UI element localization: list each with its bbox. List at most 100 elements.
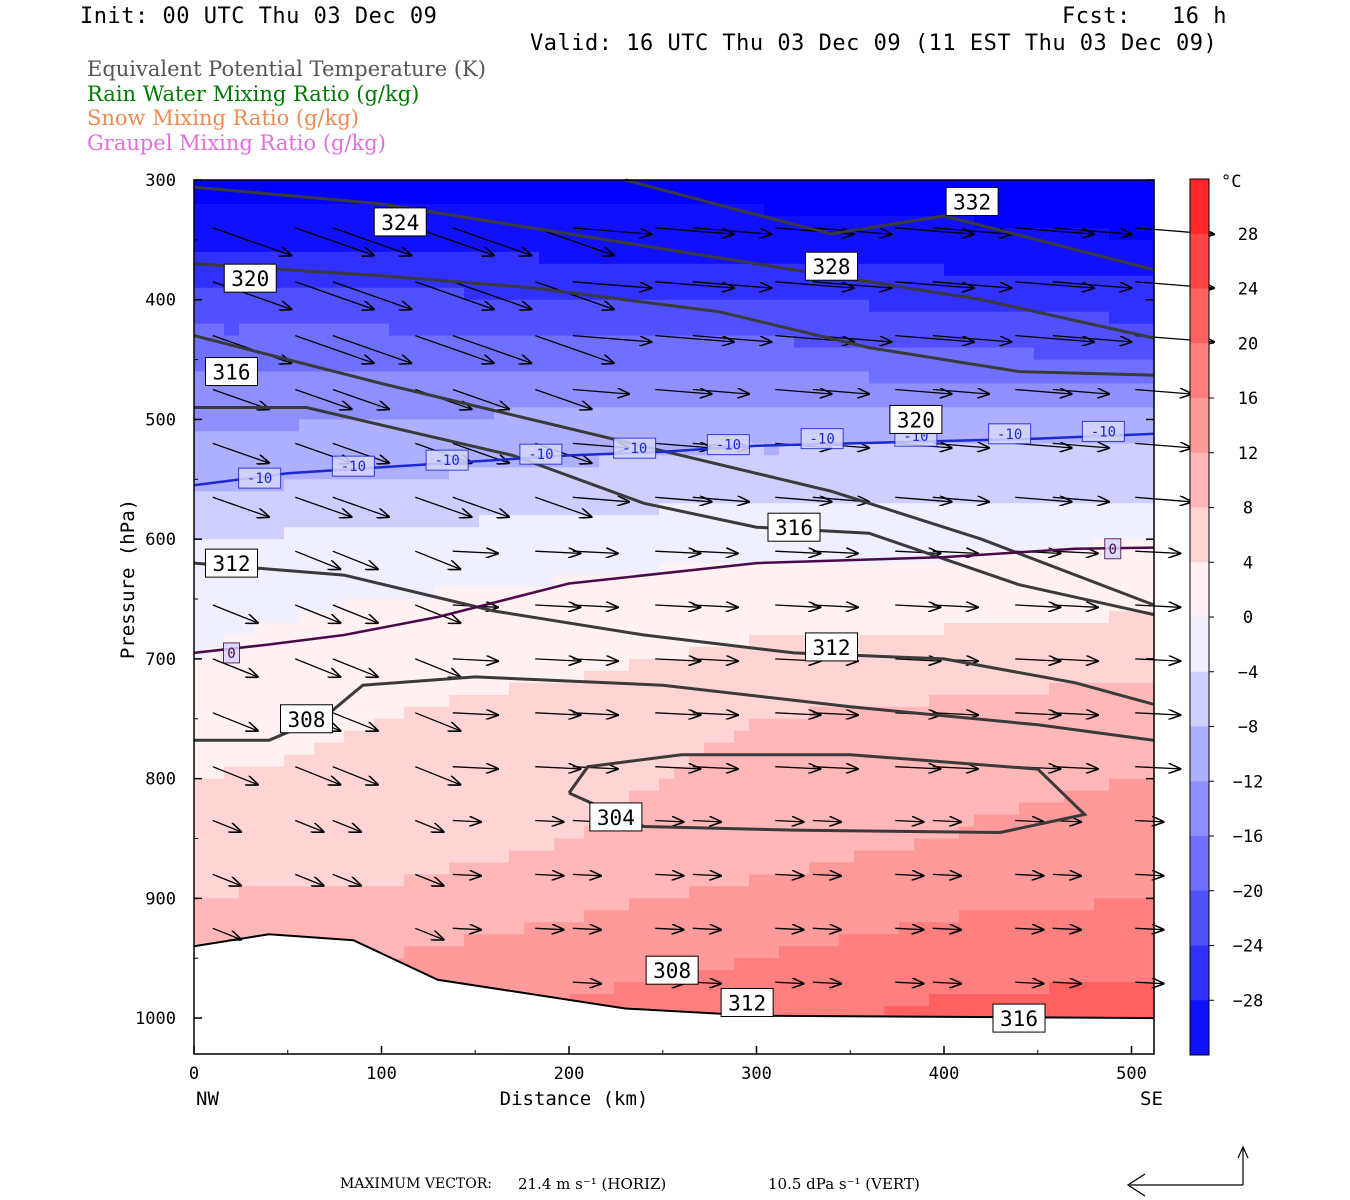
isotherm-label: -10 — [247, 471, 272, 487]
temperature-cell — [479, 611, 495, 624]
temperature-cell — [314, 383, 330, 397]
temperature-cell — [434, 527, 450, 540]
temperature-cell — [524, 467, 540, 480]
temperature-cell — [899, 191, 915, 205]
temperature-cell — [1139, 622, 1155, 636]
temperature-cell — [419, 802, 435, 816]
temperature-cell — [344, 180, 360, 193]
temperature-cell — [614, 323, 630, 337]
temperature-cell — [449, 551, 465, 564]
temperature-cell — [584, 359, 600, 373]
temperature-cell — [869, 982, 885, 995]
temperature-cell — [674, 287, 690, 301]
temperature-cell — [434, 706, 450, 720]
temperature-cell — [1079, 1006, 1095, 1019]
wind-vector — [212, 712, 258, 731]
temperature-cell — [539, 299, 555, 313]
temperature-cell — [959, 515, 975, 528]
temperature-cell — [554, 215, 570, 229]
temperature-cell — [989, 922, 1005, 935]
temperature-cell — [1034, 742, 1050, 756]
temperature-cell — [749, 287, 765, 301]
temperature-cell — [269, 910, 285, 923]
temperature-cell — [569, 180, 585, 193]
temperature-cell — [509, 335, 525, 349]
temperature-cell — [374, 802, 390, 816]
wind-vector — [332, 658, 378, 677]
temperature-cell — [689, 694, 705, 708]
temperature-cell — [959, 251, 975, 265]
temperature-cell — [674, 922, 690, 935]
temperature-cell — [1139, 503, 1155, 516]
temperature-cell — [404, 335, 420, 349]
temperature-cell — [1139, 215, 1155, 229]
temperature-cell — [869, 778, 885, 792]
temperature-cell — [1094, 587, 1110, 600]
temperature-cell — [824, 910, 840, 923]
temperature-cell — [464, 491, 480, 504]
temperature-cell — [509, 898, 525, 911]
temperature-cell — [899, 395, 915, 409]
temperature-cell — [1094, 287, 1110, 301]
temperature-cell — [899, 622, 915, 636]
temperature-cell — [734, 958, 750, 971]
temperature-cell — [779, 239, 795, 253]
temperature-cell — [359, 599, 375, 612]
temperature-cell — [974, 443, 990, 456]
temperature-cell — [269, 359, 285, 373]
temperature-cell — [704, 563, 720, 576]
temperature-cell — [1004, 527, 1020, 540]
temperature-cell — [1004, 599, 1020, 612]
temperature-cell — [479, 203, 495, 217]
temperature-cell — [449, 790, 465, 804]
temperature-cell — [869, 934, 885, 947]
temperature-cell — [794, 395, 810, 409]
temperature-cell — [599, 395, 615, 409]
temperature-cell — [1064, 371, 1080, 385]
temperature-cell — [869, 718, 885, 732]
temperature-cell — [494, 874, 510, 887]
temperature-cell — [509, 491, 525, 504]
temperature-cell — [509, 958, 525, 971]
wind-vector — [1052, 334, 1131, 342]
temperature-cell — [884, 563, 900, 576]
temperature-cell — [209, 299, 225, 313]
temperature-cell — [614, 898, 630, 911]
temperature-cell — [329, 682, 345, 696]
temperature-cell — [509, 323, 525, 337]
temperature-cell — [254, 251, 270, 265]
temperature-cell — [1004, 862, 1020, 876]
temperature-cell — [944, 970, 960, 983]
temperature-cell — [254, 311, 270, 325]
temperature-cell — [569, 347, 585, 361]
temperature-cell — [989, 215, 1005, 229]
temperature-cell — [284, 239, 300, 253]
wind-vector — [295, 658, 340, 677]
temperature-cell — [314, 299, 330, 313]
temperature-cell — [389, 575, 405, 588]
temperature-cell — [809, 742, 825, 756]
temperature-cell — [254, 299, 270, 313]
temperature-cell — [374, 778, 390, 792]
temperature-cell — [869, 994, 885, 1007]
temperature-cell — [869, 946, 885, 959]
temperature-cell — [794, 383, 810, 397]
temperature-cell — [554, 323, 570, 337]
temperature-cell — [1064, 898, 1080, 911]
temperature-cell — [914, 718, 930, 732]
temperature-cell — [644, 622, 660, 636]
wind-vector — [332, 712, 378, 731]
temperature-cell — [209, 515, 225, 528]
temperature-cell — [434, 311, 450, 325]
temperature-cell — [809, 563, 825, 576]
temperature-cell — [974, 958, 990, 971]
temperature-cell — [1064, 646, 1080, 660]
wind-vector — [775, 605, 820, 607]
temperature-cell — [269, 335, 285, 349]
temperature-cell — [329, 634, 345, 648]
temperature-cell — [944, 335, 960, 349]
temperature-cell — [434, 191, 450, 205]
temperature-cell — [569, 934, 585, 947]
wind-vector — [1052, 281, 1131, 288]
wind-vector — [1052, 928, 1081, 929]
